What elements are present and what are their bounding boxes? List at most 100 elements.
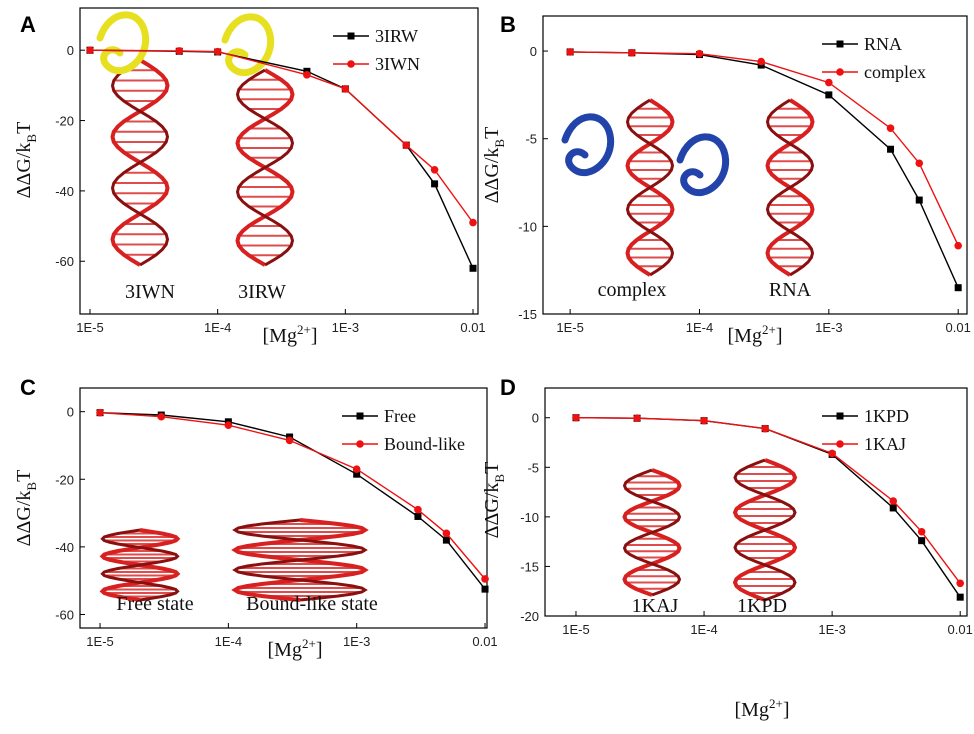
y-axis-label: ΔΔG/kBT xyxy=(13,122,39,199)
data-point xyxy=(157,412,166,421)
x-axis-label: [Mg2+] xyxy=(735,696,790,721)
y-tick-label: -40 xyxy=(55,184,74,199)
data-point xyxy=(886,124,895,132)
data-point xyxy=(175,47,184,55)
molecule-sketch xyxy=(99,518,369,602)
x-axis-label-part: [Mg xyxy=(263,325,297,347)
backbone xyxy=(765,98,815,277)
x-axis-label-part: [Mg xyxy=(728,325,762,347)
data-point xyxy=(213,47,222,56)
molecule-sketch xyxy=(96,11,295,267)
x-axis-label: [Mg2+] xyxy=(728,322,783,347)
legend-label: 3IRW xyxy=(375,26,418,46)
plot-frame xyxy=(542,15,968,315)
data-point xyxy=(224,421,233,429)
y-tick-label: 0 xyxy=(532,411,539,426)
y-tick-label: -60 xyxy=(55,254,74,269)
x-axis-label-sup: 2+ xyxy=(297,322,311,337)
annotation: 3IRW xyxy=(238,281,286,303)
x-tick-label: 1E-5 xyxy=(86,634,113,649)
y-tick-label: -60 xyxy=(55,607,74,622)
x-tick-label: 1E-4 xyxy=(686,320,713,335)
data-point xyxy=(469,218,477,227)
protein-sketch xyxy=(561,113,615,176)
annotation: Free state xyxy=(116,593,193,615)
x-axis-label-part: ] xyxy=(783,699,790,721)
x-tick-label: 1E-3 xyxy=(818,622,845,637)
x-axis-label: [Mg2+] xyxy=(263,322,318,347)
legend-label: 1KPD xyxy=(864,406,909,426)
annotation: 3IWN xyxy=(125,281,175,303)
backbone xyxy=(232,518,368,602)
data-point xyxy=(341,85,350,93)
legend-marker xyxy=(836,412,844,420)
x-axis-label-part: [Mg xyxy=(735,699,769,721)
y-tick-label: -15 xyxy=(518,307,537,322)
data-point xyxy=(96,408,104,417)
y-axis-label: ΔΔG/kBT xyxy=(13,470,39,547)
protein-sketch xyxy=(676,133,730,196)
series-line xyxy=(89,49,474,224)
backbone xyxy=(733,458,797,602)
x-axis-label-sup: 2+ xyxy=(762,322,776,337)
panel-letter: B xyxy=(500,12,516,37)
data-point xyxy=(887,145,895,153)
legend-marker xyxy=(347,32,355,40)
molecule-sketch xyxy=(561,98,815,277)
x-tick-label: 1E-5 xyxy=(76,320,103,335)
data-point xyxy=(889,504,897,512)
data-point xyxy=(352,465,361,473)
x-tick-label: 1E-5 xyxy=(562,622,589,637)
data-point xyxy=(915,196,923,204)
x-axis-label-part: [Mg xyxy=(268,639,302,661)
legend-marker xyxy=(356,412,364,420)
x-tick-label: 0.01 xyxy=(946,320,971,335)
panel: A 0 -20 -40 -60 1E-5 1E-4 1E-3 0.01 [Mg2+] ΔΔG/kBT… xyxy=(13,7,486,347)
y-axis-label-part: ΔΔG/k xyxy=(13,491,35,547)
y-axis-label: ΔΔG/kBT xyxy=(481,127,507,204)
data-point xyxy=(353,470,361,478)
plot-frame xyxy=(79,7,479,315)
data-point xyxy=(825,78,833,87)
legend-marker xyxy=(836,40,844,48)
plot-frame xyxy=(544,387,968,617)
data-point xyxy=(481,575,489,583)
y-axis-label-part: T xyxy=(481,462,503,474)
y-tick-label: -40 xyxy=(55,540,74,555)
annotation: 1KPD xyxy=(737,595,787,617)
legend-marker xyxy=(836,68,844,76)
data-point xyxy=(481,585,489,593)
data-point xyxy=(954,284,962,292)
y-tick-label: -10 xyxy=(518,219,537,234)
data-point xyxy=(956,579,965,588)
data-point xyxy=(917,527,926,536)
legend-marker xyxy=(836,440,844,448)
y-axis-label-part: ΔΔG/k xyxy=(481,148,503,204)
data-point xyxy=(572,413,580,422)
y-tick-label: -10 xyxy=(520,510,539,525)
data-point xyxy=(566,48,574,56)
y-axis-label-sub: B xyxy=(24,482,39,491)
data-point xyxy=(442,536,450,544)
y-tick-label: -20 xyxy=(55,472,74,487)
panel-letter: D xyxy=(500,375,516,400)
panel: D 0 -5 -10 -15 -20 1E-5 1E-4 1E-3 0.01 [Mg2+] ΔΔG/k… xyxy=(481,375,973,721)
data-point xyxy=(414,505,422,514)
annotation: RNA xyxy=(769,279,812,301)
x-tick-label: 1E-3 xyxy=(343,634,370,649)
x-axis-label: [Mg2+] xyxy=(268,636,323,661)
series-line xyxy=(99,412,486,580)
y-axis-label-sub: B xyxy=(24,134,39,143)
y-tick-label: -15 xyxy=(520,559,539,574)
backbone xyxy=(622,468,682,597)
x-axis-label-part: ] xyxy=(311,325,318,347)
series-line xyxy=(570,51,959,246)
legend-label: 1KAJ xyxy=(864,434,906,454)
data-point xyxy=(761,424,769,433)
data-point xyxy=(918,537,926,545)
molecule-sketch xyxy=(622,458,798,602)
y-axis-label-part: T xyxy=(13,122,35,134)
x-tick-label: 0.01 xyxy=(460,320,485,335)
